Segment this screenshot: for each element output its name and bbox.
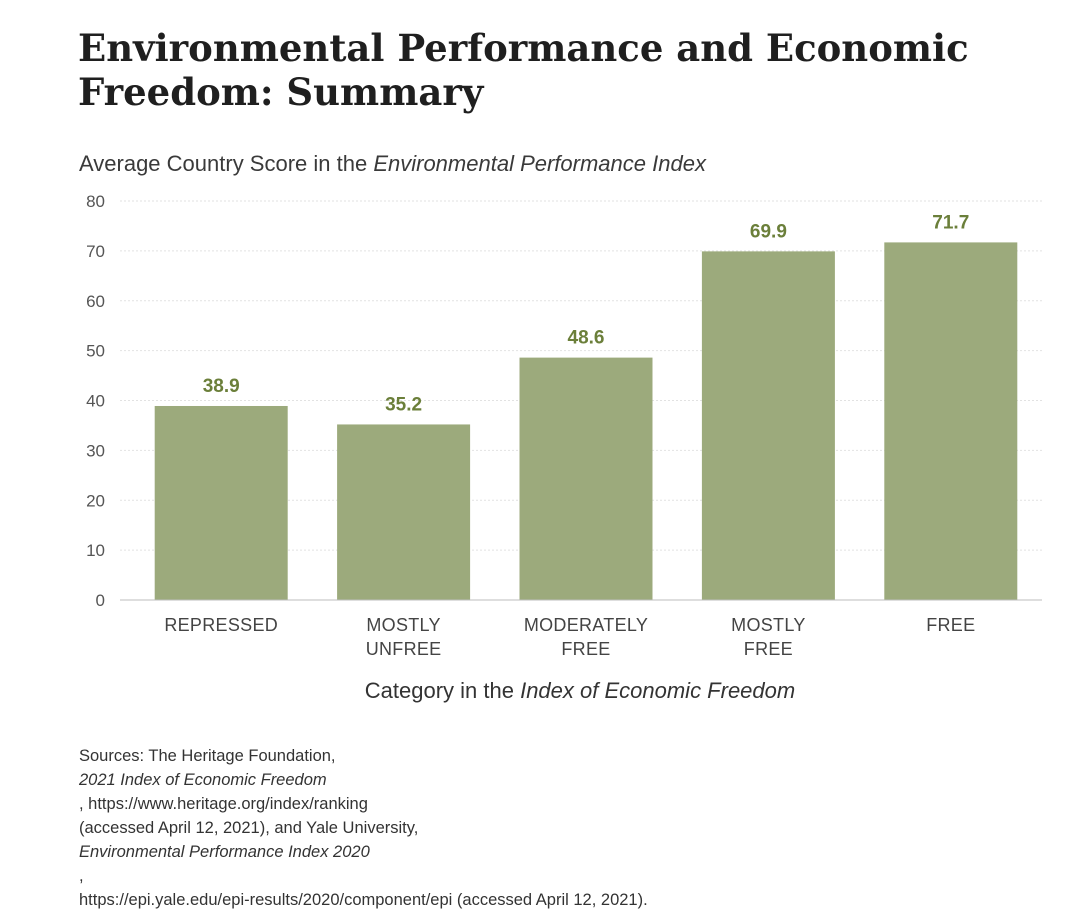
bar	[884, 242, 1018, 601]
y-tick-label: 40	[86, 392, 105, 411]
bar	[701, 251, 835, 600]
bars	[154, 242, 1018, 601]
category-label-line: MOSTLY	[366, 615, 440, 635]
category-label-line: MODERATELY	[524, 615, 648, 635]
category-label-line: UNFREE	[366, 639, 442, 659]
x-axis-label: Category in the Index of Economic Freedo…	[0, 678, 1080, 704]
y-tick-label: 0	[96, 591, 105, 610]
sources-line-1-a: Sources: The Heritage Foundation,	[79, 747, 336, 765]
chart-title-line-1: Environmental Performance and Economic	[78, 26, 969, 70]
sources-line-1-b: , https://www.heritage.org/index/ranking	[79, 795, 368, 813]
data-label: 71.7	[932, 212, 969, 233]
y-tick-label: 50	[86, 342, 105, 361]
y-axis-ticks: 0 10 20 30 40 50 60 70 80	[86, 192, 105, 610]
sources-line-1-italic: 2021 Index of Economic Freedom	[79, 771, 327, 789]
bar	[519, 357, 653, 600]
subtitle-index-name: Environmental Performance Index	[373, 151, 706, 176]
category-label: MODERATELY FREE	[524, 615, 648, 659]
chart-title-line-2: Freedom: Summary	[78, 70, 484, 114]
data-label: 48.6	[568, 328, 605, 349]
data-label: 69.9	[750, 221, 787, 242]
category-label: MOSTLY UNFREE	[366, 615, 442, 659]
category-label: FREE	[926, 615, 975, 635]
y-tick-label: 30	[86, 441, 105, 460]
bar-chart: 0 10 20 30 40 50 60 70 80 38.9 35.2 48.6 69.9 71.7 R…	[86, 192, 1042, 659]
chart-title: Environmental Performance and Economic F…	[78, 26, 978, 114]
sources-line-2-italic: Environmental Performance Index 2020	[79, 843, 370, 861]
category-label: REPRESSED	[164, 615, 278, 635]
data-label: 35.2	[385, 394, 422, 415]
category-label-line: FREE	[561, 639, 610, 659]
sources-line-2: (accessed April 12, 2021), and Yale Univ…	[79, 816, 1039, 888]
sources-note: Sources: The Heritage Foundation, 2021 I…	[79, 744, 1039, 912]
y-tick-label: 20	[86, 491, 105, 510]
bar	[337, 424, 471, 600]
xlabel-index-name: Index of Economic Freedom	[520, 678, 796, 703]
sources-line-2-a: (accessed April 12, 2021), and Yale Univ…	[79, 819, 419, 837]
data-labels: 38.9 35.2 48.6 69.9 71.7	[203, 212, 970, 415]
category-label-line: MOSTLY	[731, 615, 805, 635]
y-tick-label: 70	[86, 242, 105, 261]
category-label-line: FREE	[744, 639, 793, 659]
sources-line-3: https://epi.yale.edu/epi-results/2020/co…	[79, 891, 648, 909]
bar	[154, 405, 288, 600]
category-label-line: FREE	[926, 615, 975, 635]
y-tick-label: 80	[86, 192, 105, 211]
subtitle-prefix: Average Country Score in the	[79, 151, 374, 176]
y-tick-label: 10	[86, 541, 105, 560]
category-label: MOSTLY FREE	[731, 615, 805, 659]
y-tick-label: 60	[86, 292, 105, 311]
category-label-line: REPRESSED	[164, 615, 278, 635]
xlabel-prefix: Category in the	[364, 678, 521, 703]
chart-subtitle: Average Country Score in the Environment…	[79, 151, 706, 177]
data-label: 38.9	[203, 376, 240, 397]
sources-line-1: Sources: The Heritage Foundation, 2021 I…	[79, 744, 1039, 816]
sources-line-2-b: ,	[79, 867, 84, 885]
